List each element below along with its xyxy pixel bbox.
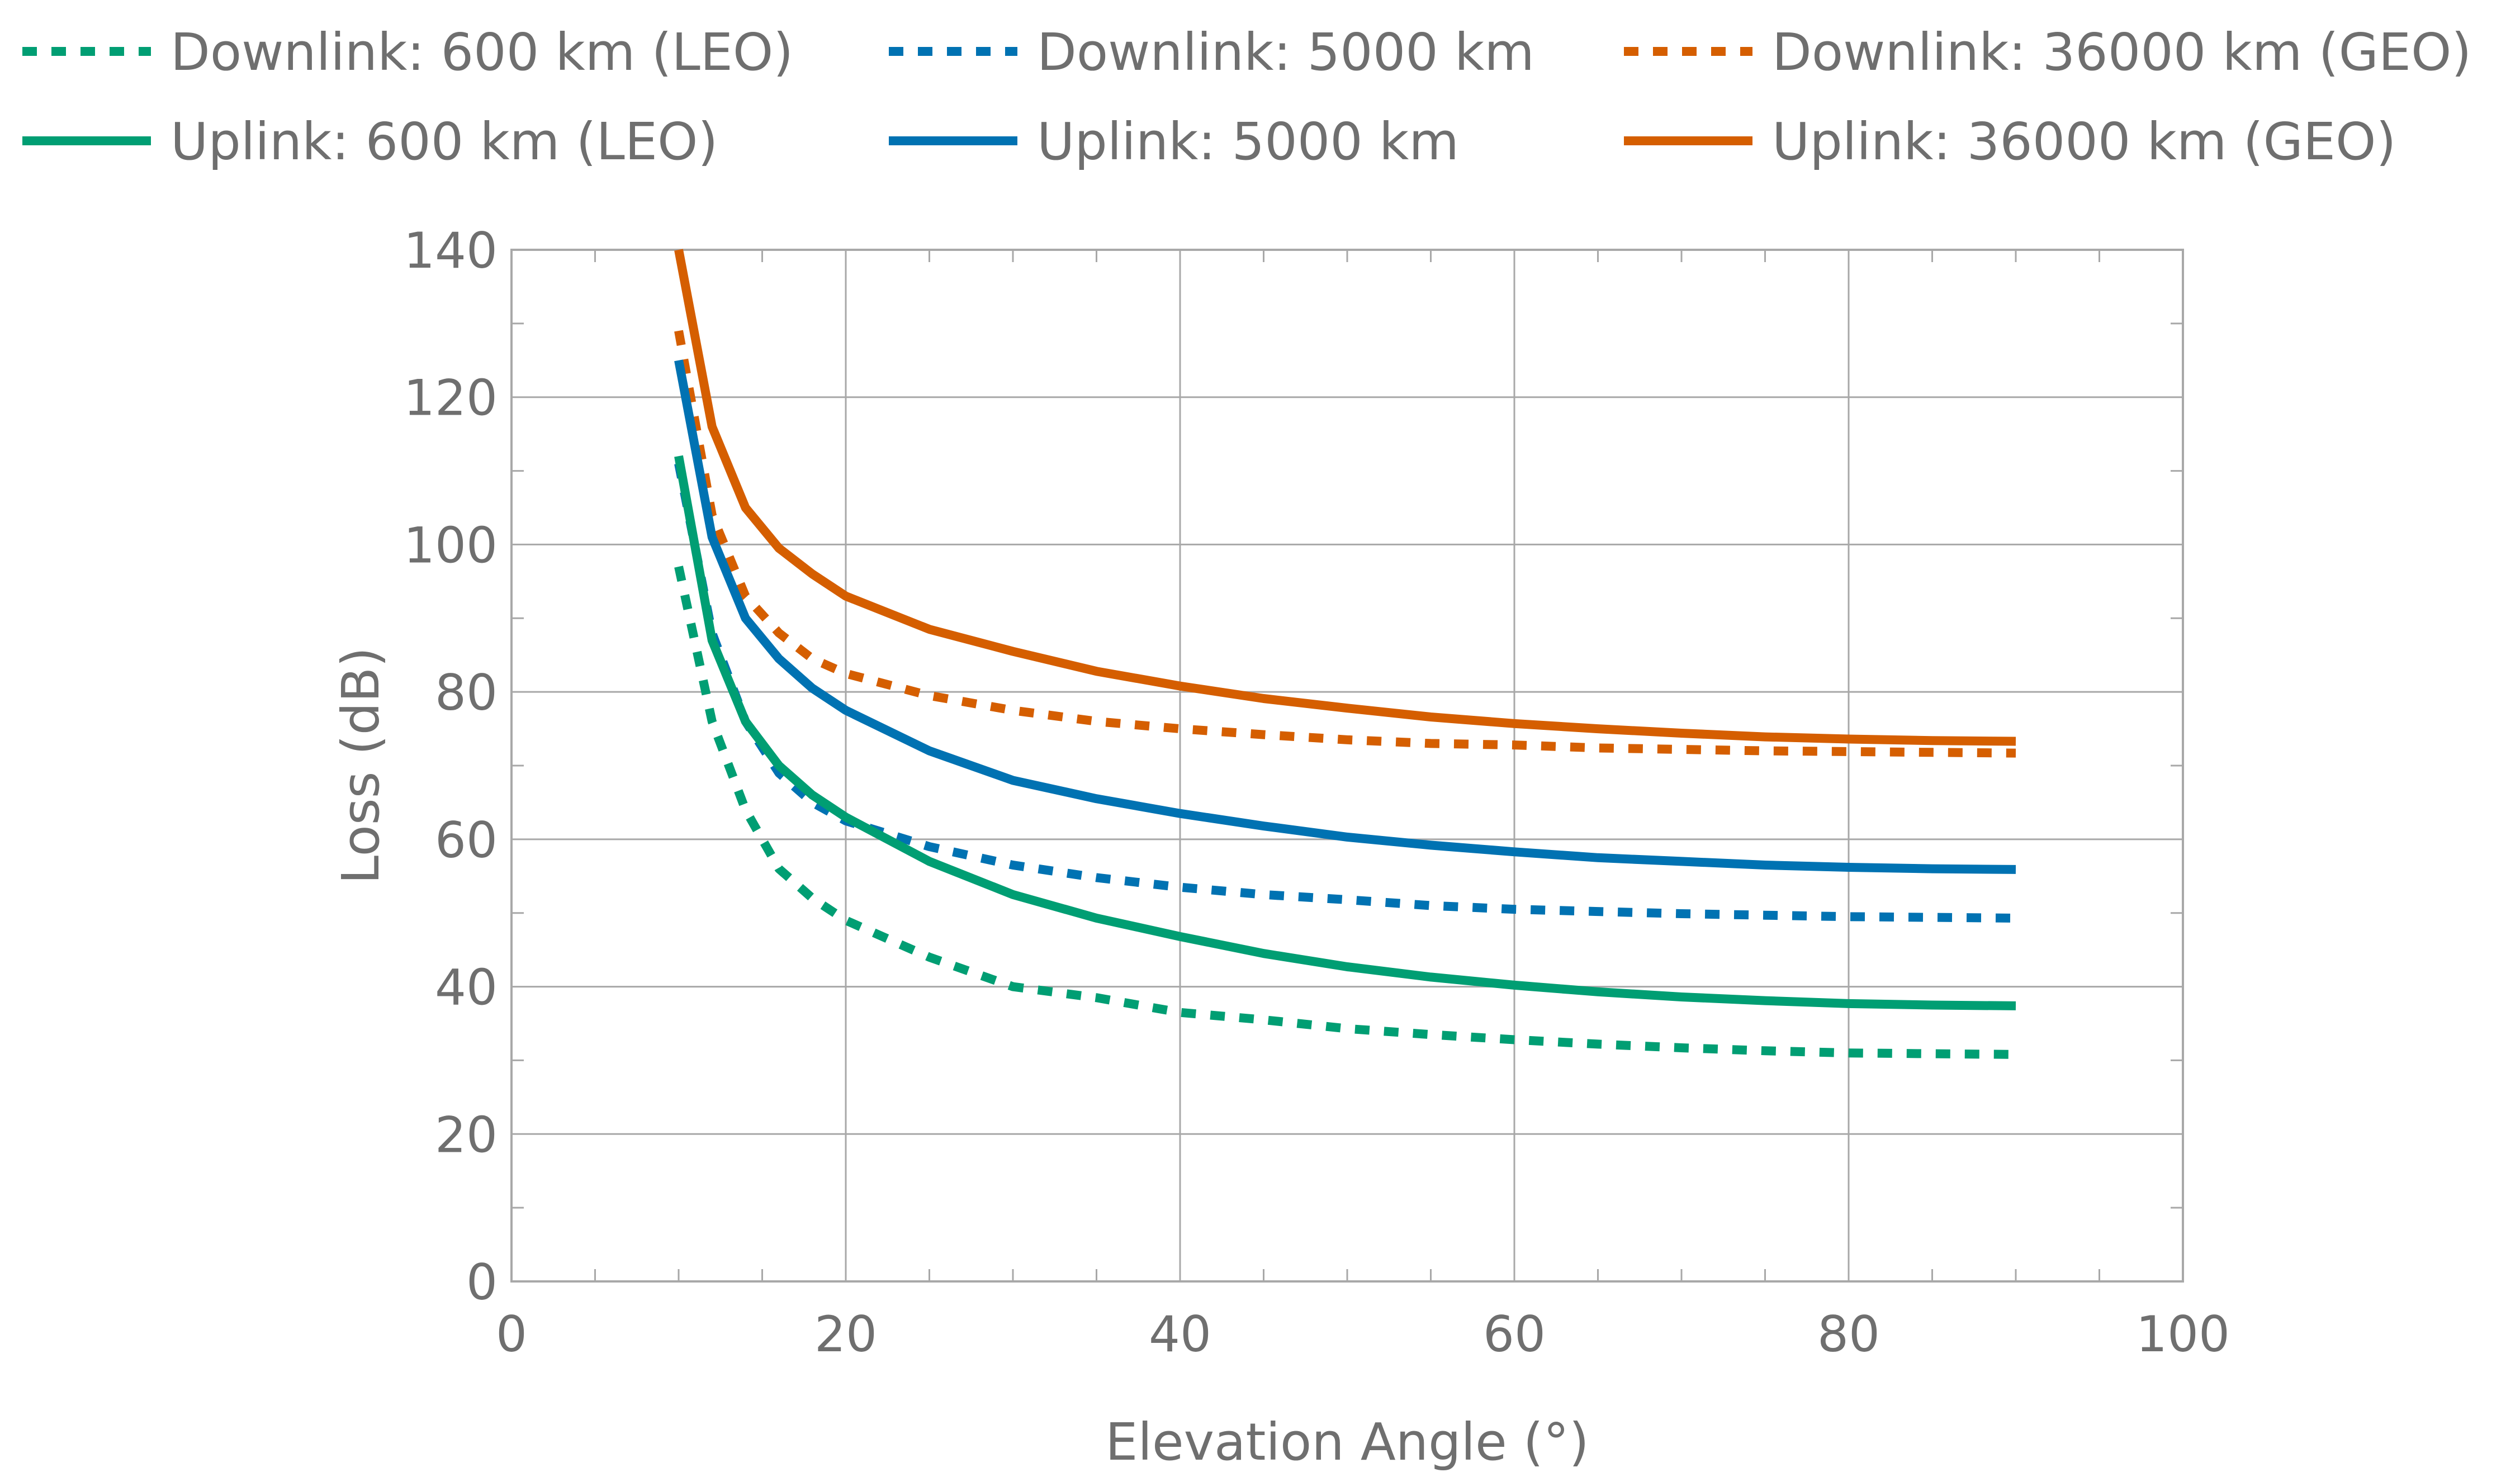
y-tick-label: 120 [404,369,498,427]
x-tick-label: 60 [1483,1305,1546,1363]
legend-label: Downlink: 600 km (LEO) [170,22,793,82]
y-tick-label: 40 [435,959,498,1017]
x-tick-labels: 0 20 40 60 80 100 [496,1305,2230,1363]
y-tick-label: 140 [404,222,498,279]
x-tick-label: 20 [814,1305,877,1363]
series-line-5 [674,359,2016,874]
x-tick-label: 100 [2136,1305,2230,1363]
x-tick-label: 80 [1817,1305,1880,1363]
legend-label: Uplink: 600 km (LEO) [170,112,718,172]
y-axis-title: Loss (dB) [331,647,391,884]
legend-label: Downlink: 36000 km (GEO) [1772,22,2471,82]
x-tick-label: 0 [496,1305,527,1363]
legend-item: Downlink: 600 km (LEO) [22,22,793,82]
legend-item: Downlink: 36000 km (GEO) [1624,22,2471,82]
y-tick-label: 20 [435,1106,498,1163]
plot-frame [510,249,2184,1283]
series-line-3 [674,330,2016,758]
legend-item: Downlink: 5000 km [889,22,1534,82]
y-tick-labels: 0 20 40 60 80 100 120 140 [404,222,498,1311]
series-line-6 [674,249,2016,746]
legend: Downlink: 600 km (LEO) Downlink: 5000 km D… [22,22,2471,172]
x-tick-label: 40 [1149,1305,1211,1363]
minor-ticks [511,250,2183,1281]
legend-item: Uplink: 600 km (LEO) [22,112,718,172]
legend-label: Downlink: 5000 km [1037,22,1534,82]
series-line-4 [674,455,2016,1010]
y-tick-label: 0 [466,1253,498,1311]
series-line-1 [674,566,2016,1059]
y-tick-label: 60 [435,811,498,869]
series-line-2 [674,462,2016,923]
legend-label: Uplink: 36000 km (GEO) [1772,112,2396,172]
legend-label: Uplink: 5000 km [1037,112,1459,172]
series-group [674,249,2016,1059]
grid [511,250,2183,1281]
y-tick-label: 80 [435,664,498,721]
x-axis-title: Elevation Angle (°) [1105,1412,1589,1472]
y-tick-label: 100 [404,516,498,574]
legend-item: Uplink: 36000 km (GEO) [1624,112,2396,172]
legend-item: Uplink: 5000 km [889,112,1459,172]
